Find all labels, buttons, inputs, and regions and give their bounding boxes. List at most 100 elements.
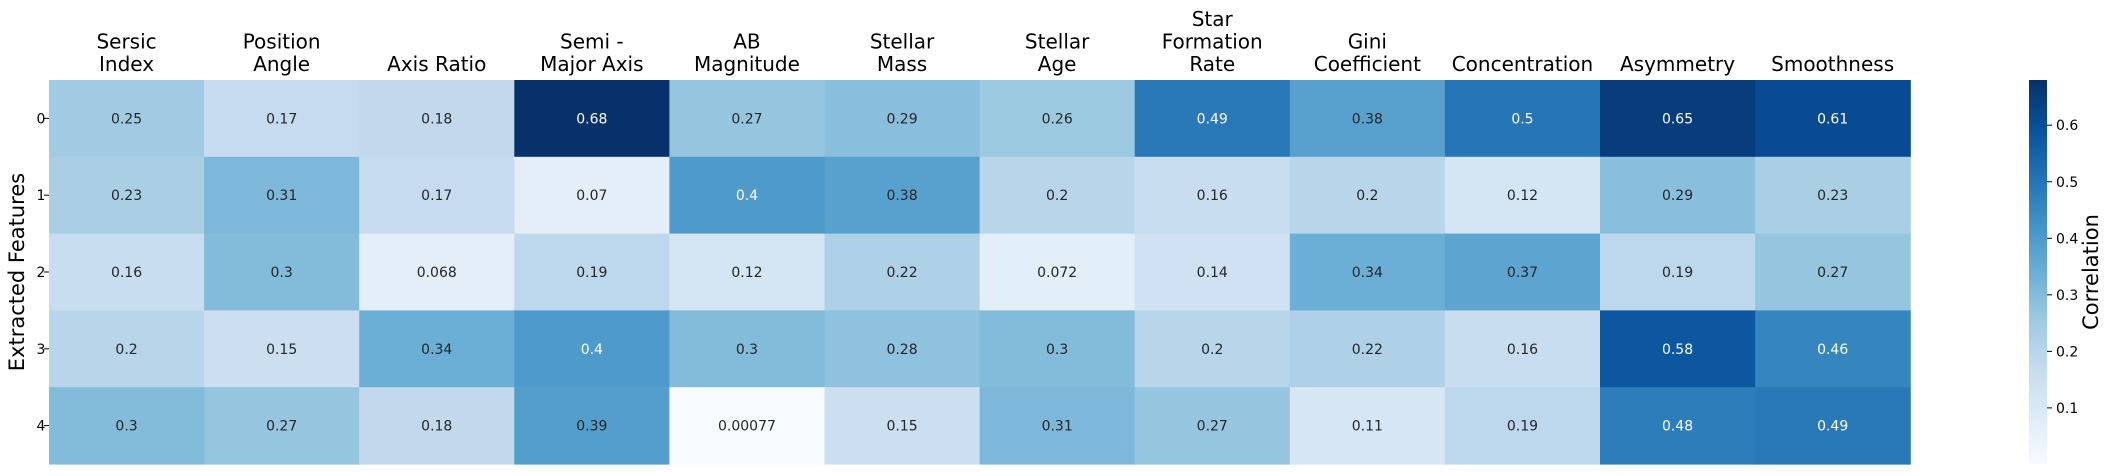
- row-labels: 0 1 2 3 4: [37, 111, 49, 435]
- heatmap-cell-value: 0.27: [1197, 419, 1228, 435]
- heatmap-cell: [49, 233, 205, 311]
- heatmap-cell-value: 0.37: [1507, 265, 1538, 281]
- heatmap-cell-value: 0.2: [1201, 342, 1223, 358]
- column-label: Asymmetry: [1620, 52, 1735, 76]
- heatmap-cell: [1289, 387, 1446, 465]
- column-label: Gini Coefficient: [1314, 30, 1421, 77]
- colorbar-gradient: [2029, 80, 2047, 464]
- heatmap-cell: [1755, 310, 1911, 388]
- heatmap-cell: [824, 387, 981, 465]
- heatmap-cell: [359, 80, 515, 158]
- heatmap-cell: [514, 80, 670, 158]
- column-label: Stellar Mass: [870, 30, 935, 77]
- heatmap-cell-value: 0.65: [1662, 111, 1693, 127]
- heatmap-cell: [49, 80, 205, 158]
- column-label: Position Angle: [243, 30, 321, 77]
- heatmap-cell-value: 0.58: [1662, 342, 1693, 358]
- heatmap-cell-value: 0.49: [1197, 111, 1228, 127]
- column-labels: Sersic Index Position Angle Axis Ratio Semi -…: [96, 7, 1894, 76]
- heatmap-cell: [1755, 233, 1911, 311]
- heatmap-cell: [1600, 80, 1756, 158]
- row-label: 2: [37, 265, 46, 281]
- heatmap-cell-value: 0.18: [421, 111, 452, 127]
- heatmap-cell: [1755, 80, 1911, 158]
- heatmap-cell: [49, 156, 205, 235]
- heatmap-cell-value: 0.19: [1507, 419, 1538, 435]
- heatmap-cell: [1600, 233, 1756, 311]
- heatmap-cell-value: 0.2: [1356, 188, 1378, 204]
- heatmap-cell-value: 0.48: [1662, 419, 1693, 435]
- column-label: Star Formation Rate: [1162, 7, 1263, 76]
- heatmap-cell-value: 0.68: [576, 111, 607, 127]
- heatmap-cell: [1134, 233, 1291, 311]
- heatmap-cell: [514, 233, 670, 311]
- heatmap-cell-value: 0.16: [1197, 188, 1228, 204]
- heatmap-cell-labels: 0.25 0.17 0.18 0.68 0.27 0.29 0.26 0.49 0.38 0.5 0…: [111, 111, 1848, 434]
- heatmap-cell: [1444, 80, 1601, 158]
- heatmap-cell: [1134, 80, 1291, 158]
- column-label: Axis Ratio: [387, 52, 486, 76]
- heatmap-cell-value: 0.07: [576, 188, 607, 204]
- heatmap-cell-value: 0.00077: [718, 419, 776, 435]
- heatmap-cell-value: 0.27: [1817, 265, 1848, 281]
- colorbar-tick-label: 0.6: [2056, 118, 2078, 134]
- colorbar-tick-label: 0.1: [2056, 401, 2078, 417]
- heatmap-cell-value: 0.14: [1197, 265, 1228, 281]
- heatmap-cell-value: 0.2: [1046, 188, 1068, 204]
- heatmap-cell: [979, 156, 1136, 235]
- heatmap-cell-value: 0.28: [886, 342, 917, 358]
- heatmap-cell-value: 0.27: [731, 111, 762, 127]
- heatmap-cell-value: 0.29: [1662, 188, 1693, 204]
- column-label: Concentration: [1452, 52, 1593, 76]
- heatmap-cell-value: 0.2: [115, 342, 137, 358]
- heatmap-cell-value: 0.22: [886, 265, 917, 281]
- heatmap-cell-value: 0.3: [271, 265, 293, 281]
- heatmap-cell: [204, 387, 360, 465]
- column-label: Semi -Major Axis: [540, 30, 643, 77]
- heatmap-cell-value: 0.3: [1046, 342, 1068, 358]
- heatmap-cell: [1600, 310, 1756, 388]
- heatmap-cell-value: 0.15: [266, 342, 297, 358]
- heatmap-cell-value: 0.16: [111, 265, 142, 281]
- heatmap-cell: [824, 233, 981, 311]
- heatmap-cell-value: 0.25: [111, 111, 142, 127]
- row-label: 0: [37, 111, 46, 127]
- heatmap-cell: [979, 310, 1136, 388]
- heatmap-cell: [1289, 310, 1446, 388]
- heatmap-cell: [1755, 156, 1911, 235]
- heatmap-cell: [1444, 387, 1601, 465]
- colorbar-tick-label: 0.3: [2056, 288, 2078, 304]
- heatmap-cell: [1600, 387, 1756, 465]
- heatmap-cell-value: 0.15: [886, 419, 917, 435]
- heatmap-cell-value: 0.5: [1511, 111, 1533, 127]
- heatmap-cell-value: 0.27: [266, 419, 297, 435]
- heatmap-cell-value: 0.4: [581, 342, 603, 358]
- heatmap-cell-value: 0.3: [115, 419, 137, 435]
- heatmap-cell: [1289, 80, 1446, 158]
- heatmap-cell: [514, 387, 670, 465]
- heatmap-cell: [204, 80, 360, 158]
- heatmap-cell-value: 0.34: [421, 342, 452, 358]
- row-label: 3: [37, 342, 46, 358]
- colorbar-tick-label: 0.2: [2056, 344, 2078, 360]
- y-axis-title: Extracted Features: [5, 173, 29, 371]
- heatmap-cell: [824, 80, 981, 158]
- heatmap-cell-value: 0.19: [576, 265, 607, 281]
- heatmap-cell: [1134, 387, 1291, 465]
- heatmap-cell-value: 0.12: [1507, 188, 1538, 204]
- heatmap-cell: [514, 310, 670, 388]
- heatmap-cell: [669, 310, 826, 388]
- heatmap-cell: [514, 156, 670, 235]
- colorbar-tick-label: 0.4: [2056, 231, 2078, 247]
- heatmap-cell-value: 0.49: [1817, 419, 1848, 435]
- heatmap-cell: [979, 233, 1136, 311]
- colorbar-label: Correlation: [2079, 214, 2103, 330]
- heatmap-cell-value: 0.23: [1817, 188, 1848, 204]
- heatmap-cell-value: 0.46: [1817, 342, 1848, 358]
- heatmap-cell: [1289, 233, 1446, 311]
- heatmap-cell-value: 0.29: [886, 111, 917, 127]
- heatmap-cell: [204, 310, 360, 388]
- heatmap-cell: [1444, 156, 1601, 235]
- heatmap-cell: [824, 310, 981, 388]
- heatmap-cell: [359, 387, 515, 465]
